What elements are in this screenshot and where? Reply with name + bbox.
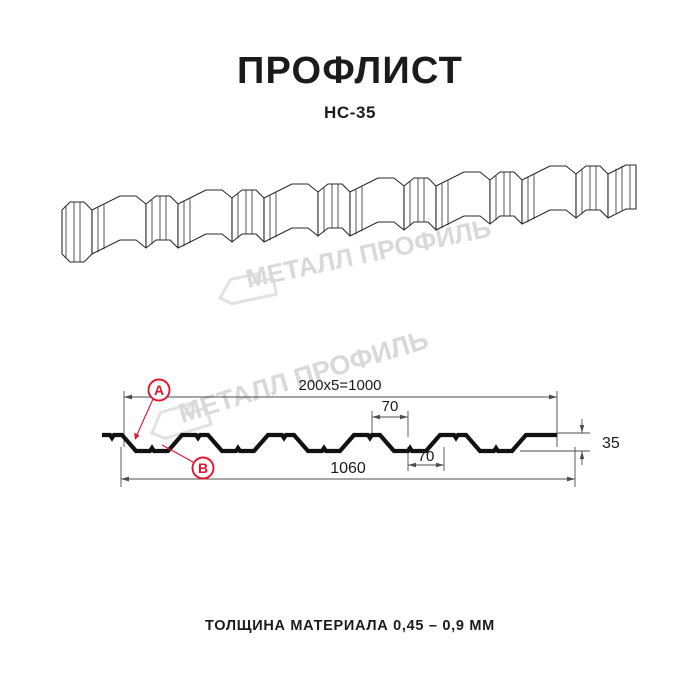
profile-cross-section (102, 432, 557, 454)
dimension-height: 35 (602, 435, 620, 452)
callout-a-label: A (154, 382, 164, 398)
callout-a: A (134, 378, 171, 440)
watermark-section: МЕТАЛЛ ПРОФИЛЬ (150, 324, 432, 440)
dimension-arrows (121, 394, 585, 482)
dimension-labels: 200x5=1000 1060 70 70 35 (299, 377, 620, 477)
dimension-crest-width: 70 (382, 398, 399, 415)
page-subtitle: НС-35 (323, 103, 377, 122)
isometric-view: МЕТАЛЛ ПРОФИЛЬ (60, 164, 640, 315)
footer: ТОЛЩИНА МАТЕРИАЛА 0,45 – 0,9 ММ (0, 618, 700, 634)
section-drawing: МЕТАЛЛ ПРОФИЛЬ (90, 324, 630, 510)
header: ПРОФЛИСТ НС-35 (0, 52, 700, 121)
material-thickness-note: ТОЛЩИНА МАТЕРИАЛА 0,45 – 0,9 ММ (205, 618, 495, 634)
callout-b: B (161, 444, 215, 480)
sheet-geometry (61, 164, 637, 263)
dimension-overall-width: 1060 (330, 460, 366, 477)
dimension-lines (120, 391, 590, 487)
dimension-valley-width: 70 (418, 448, 435, 465)
dimension-pitch-total: 200x5=1000 (299, 377, 382, 394)
callout-b-label: B (198, 460, 208, 476)
page-title: ПРОФЛИСТ (237, 50, 463, 92)
